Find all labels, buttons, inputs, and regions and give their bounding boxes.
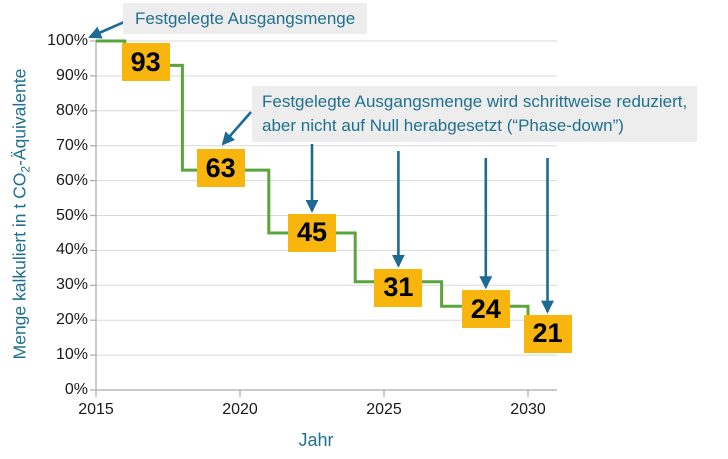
value-box: 24 bbox=[461, 290, 510, 329]
phase-down-arrow bbox=[221, 111, 252, 146]
value-box: 63 bbox=[196, 149, 245, 188]
y-tick-label: 50% bbox=[55, 206, 88, 224]
annotation-origin: Festgelegte Ausgangsmenge bbox=[123, 3, 368, 34]
value-box: 31 bbox=[374, 268, 423, 307]
phase-down-step-line bbox=[96, 39, 557, 319]
y-tick-label: 80% bbox=[55, 101, 88, 119]
x-tick-label: 2015 bbox=[78, 401, 114, 418]
x-axis-title: Jahr bbox=[298, 430, 334, 450]
y-axis-title-text: -Äquivalente bbox=[9, 68, 30, 166]
y-tick-label: 100% bbox=[47, 32, 88, 49]
annotation-phase-down-line1: Festgelegte Ausgangsmenge wird schrittwe… bbox=[262, 92, 688, 111]
y-axis-title: Menge kalkuliert in t CO2-Äquivalente bbox=[10, 69, 33, 360]
y-tick-label: 0% bbox=[64, 381, 88, 398]
annotation-phase-down-line2: aber nicht auf Null herabgesetzt (“Phase… bbox=[262, 116, 624, 135]
y-tick-label: 70% bbox=[55, 136, 88, 154]
y-tick-label: 60% bbox=[55, 171, 88, 189]
y-tick-label: 30% bbox=[55, 276, 88, 294]
annotation-phase-down: Festgelegte Ausgangsmenge wird schrittwe… bbox=[252, 86, 698, 142]
annotation-origin-text: Festgelegte Ausgangsmenge bbox=[135, 9, 356, 28]
y-tick-label: 90% bbox=[55, 66, 88, 84]
y-axis-title-text: Menge kalkuliert in t CO bbox=[9, 172, 30, 360]
value-box: 45 bbox=[288, 213, 336, 252]
y-tick-label: 40% bbox=[55, 241, 88, 259]
value-box: 93 bbox=[121, 43, 170, 82]
y-tick-label: 20% bbox=[55, 311, 88, 329]
value-box: 21 bbox=[523, 314, 572, 353]
x-tick-label: 2030 bbox=[510, 401, 546, 418]
x-tick-label: 2025 bbox=[366, 401, 402, 418]
co2-subscript: 2 bbox=[18, 165, 33, 173]
x-tick-label: 2020 bbox=[222, 401, 258, 418]
y-tick-label: 10% bbox=[55, 346, 88, 364]
